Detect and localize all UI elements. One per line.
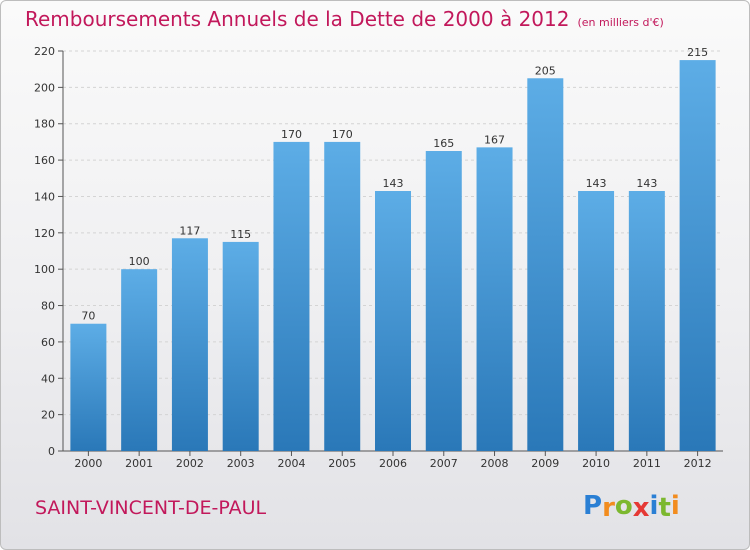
axes: 0 20 40 60 80 100 120 140 160 180 200 220 2000 2001 20… xyxy=(34,45,723,470)
x-tick-label-2006: 2006 xyxy=(379,457,407,470)
bar-2007 xyxy=(425,151,462,451)
chart-title: Remboursements Annuels de la Dette de 20… xyxy=(25,7,664,31)
value-label-2005: 170 xyxy=(332,128,353,141)
x-tick-label-2004: 2004 xyxy=(277,457,305,470)
logo-letter: t xyxy=(658,493,671,523)
bar-2001 xyxy=(121,269,158,451)
chart-title-text: Remboursements Annuels de la Dette de 20… xyxy=(25,7,570,31)
y-tick-label: 220 xyxy=(34,45,55,58)
bar-2005 xyxy=(324,141,361,451)
y-tick-label: 180 xyxy=(34,118,55,131)
y-tick-label: 100 xyxy=(34,263,55,276)
x-tick-label-2008: 2008 xyxy=(481,457,509,470)
bar-2002 xyxy=(171,238,208,451)
y-tick-label: 60 xyxy=(41,336,55,349)
bar-2008 xyxy=(476,147,513,451)
commune-name: SAINT-VINCENT-DE-PAUL xyxy=(35,497,267,519)
y-tick-label: 160 xyxy=(34,154,55,167)
y-tick-label: 140 xyxy=(34,190,55,203)
value-label-2006: 143 xyxy=(383,177,404,190)
y-tick-label: 20 xyxy=(41,409,55,422)
bar-2006 xyxy=(375,191,411,451)
value-label-2007: 165 xyxy=(433,137,454,150)
y-tick-label: 80 xyxy=(41,300,55,313)
proxiti-logo: Proxiti xyxy=(583,491,680,523)
bar-2009 xyxy=(527,78,564,451)
logo-letter: r xyxy=(602,493,615,523)
value-label-2010: 143 xyxy=(586,177,607,190)
x-tick-label-2007: 2007 xyxy=(430,457,458,470)
y-tick-label: 120 xyxy=(34,227,55,240)
x-tick-label-2000: 2000 xyxy=(74,457,102,470)
value-label-2009: 205 xyxy=(535,64,556,77)
chart-subtitle: (en milliers d'€) xyxy=(577,16,664,29)
bar-2004 xyxy=(273,141,310,451)
value-label-2002: 117 xyxy=(179,224,200,237)
bars xyxy=(70,60,716,451)
bar-2011 xyxy=(628,191,665,451)
x-tick-label-2003: 2003 xyxy=(227,457,255,470)
logo-letter: x xyxy=(632,493,650,523)
value-label-2012: 215 xyxy=(687,46,708,59)
value-label-2000: 70 xyxy=(81,310,95,323)
bar-2000 xyxy=(70,323,107,451)
x-tick-label-2001: 2001 xyxy=(125,457,153,470)
x-tick-label-2002: 2002 xyxy=(176,457,204,470)
value-label-2003: 115 xyxy=(230,228,251,241)
x-tick-label-2005: 2005 xyxy=(328,457,356,470)
x-tick-label-2010: 2010 xyxy=(582,457,610,470)
logo-letter: i xyxy=(670,491,680,521)
x-tick-label-2011: 2011 xyxy=(633,457,661,470)
logo-letter: P xyxy=(583,491,603,521)
bar-2010 xyxy=(578,191,615,451)
labels: 70 100 117 115 170 170 143 165 167 205 143 143 215 xyxy=(81,46,708,323)
bar-2003 xyxy=(222,241,259,451)
x-tick-label-2012: 2012 xyxy=(684,457,712,470)
y-tick-label: 200 xyxy=(34,81,55,94)
bar-2012 xyxy=(679,60,716,451)
y-tick-label: 0 xyxy=(48,445,55,458)
value-label-2011: 143 xyxy=(636,177,657,190)
logo-letter: o xyxy=(614,491,633,521)
value-label-2001: 100 xyxy=(129,255,150,268)
y-tick-label: 40 xyxy=(41,372,55,385)
value-label-2008: 167 xyxy=(484,133,505,146)
logo-letter: i xyxy=(649,491,659,521)
x-tick-label-2009: 2009 xyxy=(531,457,559,470)
value-label-2004: 170 xyxy=(281,128,302,141)
